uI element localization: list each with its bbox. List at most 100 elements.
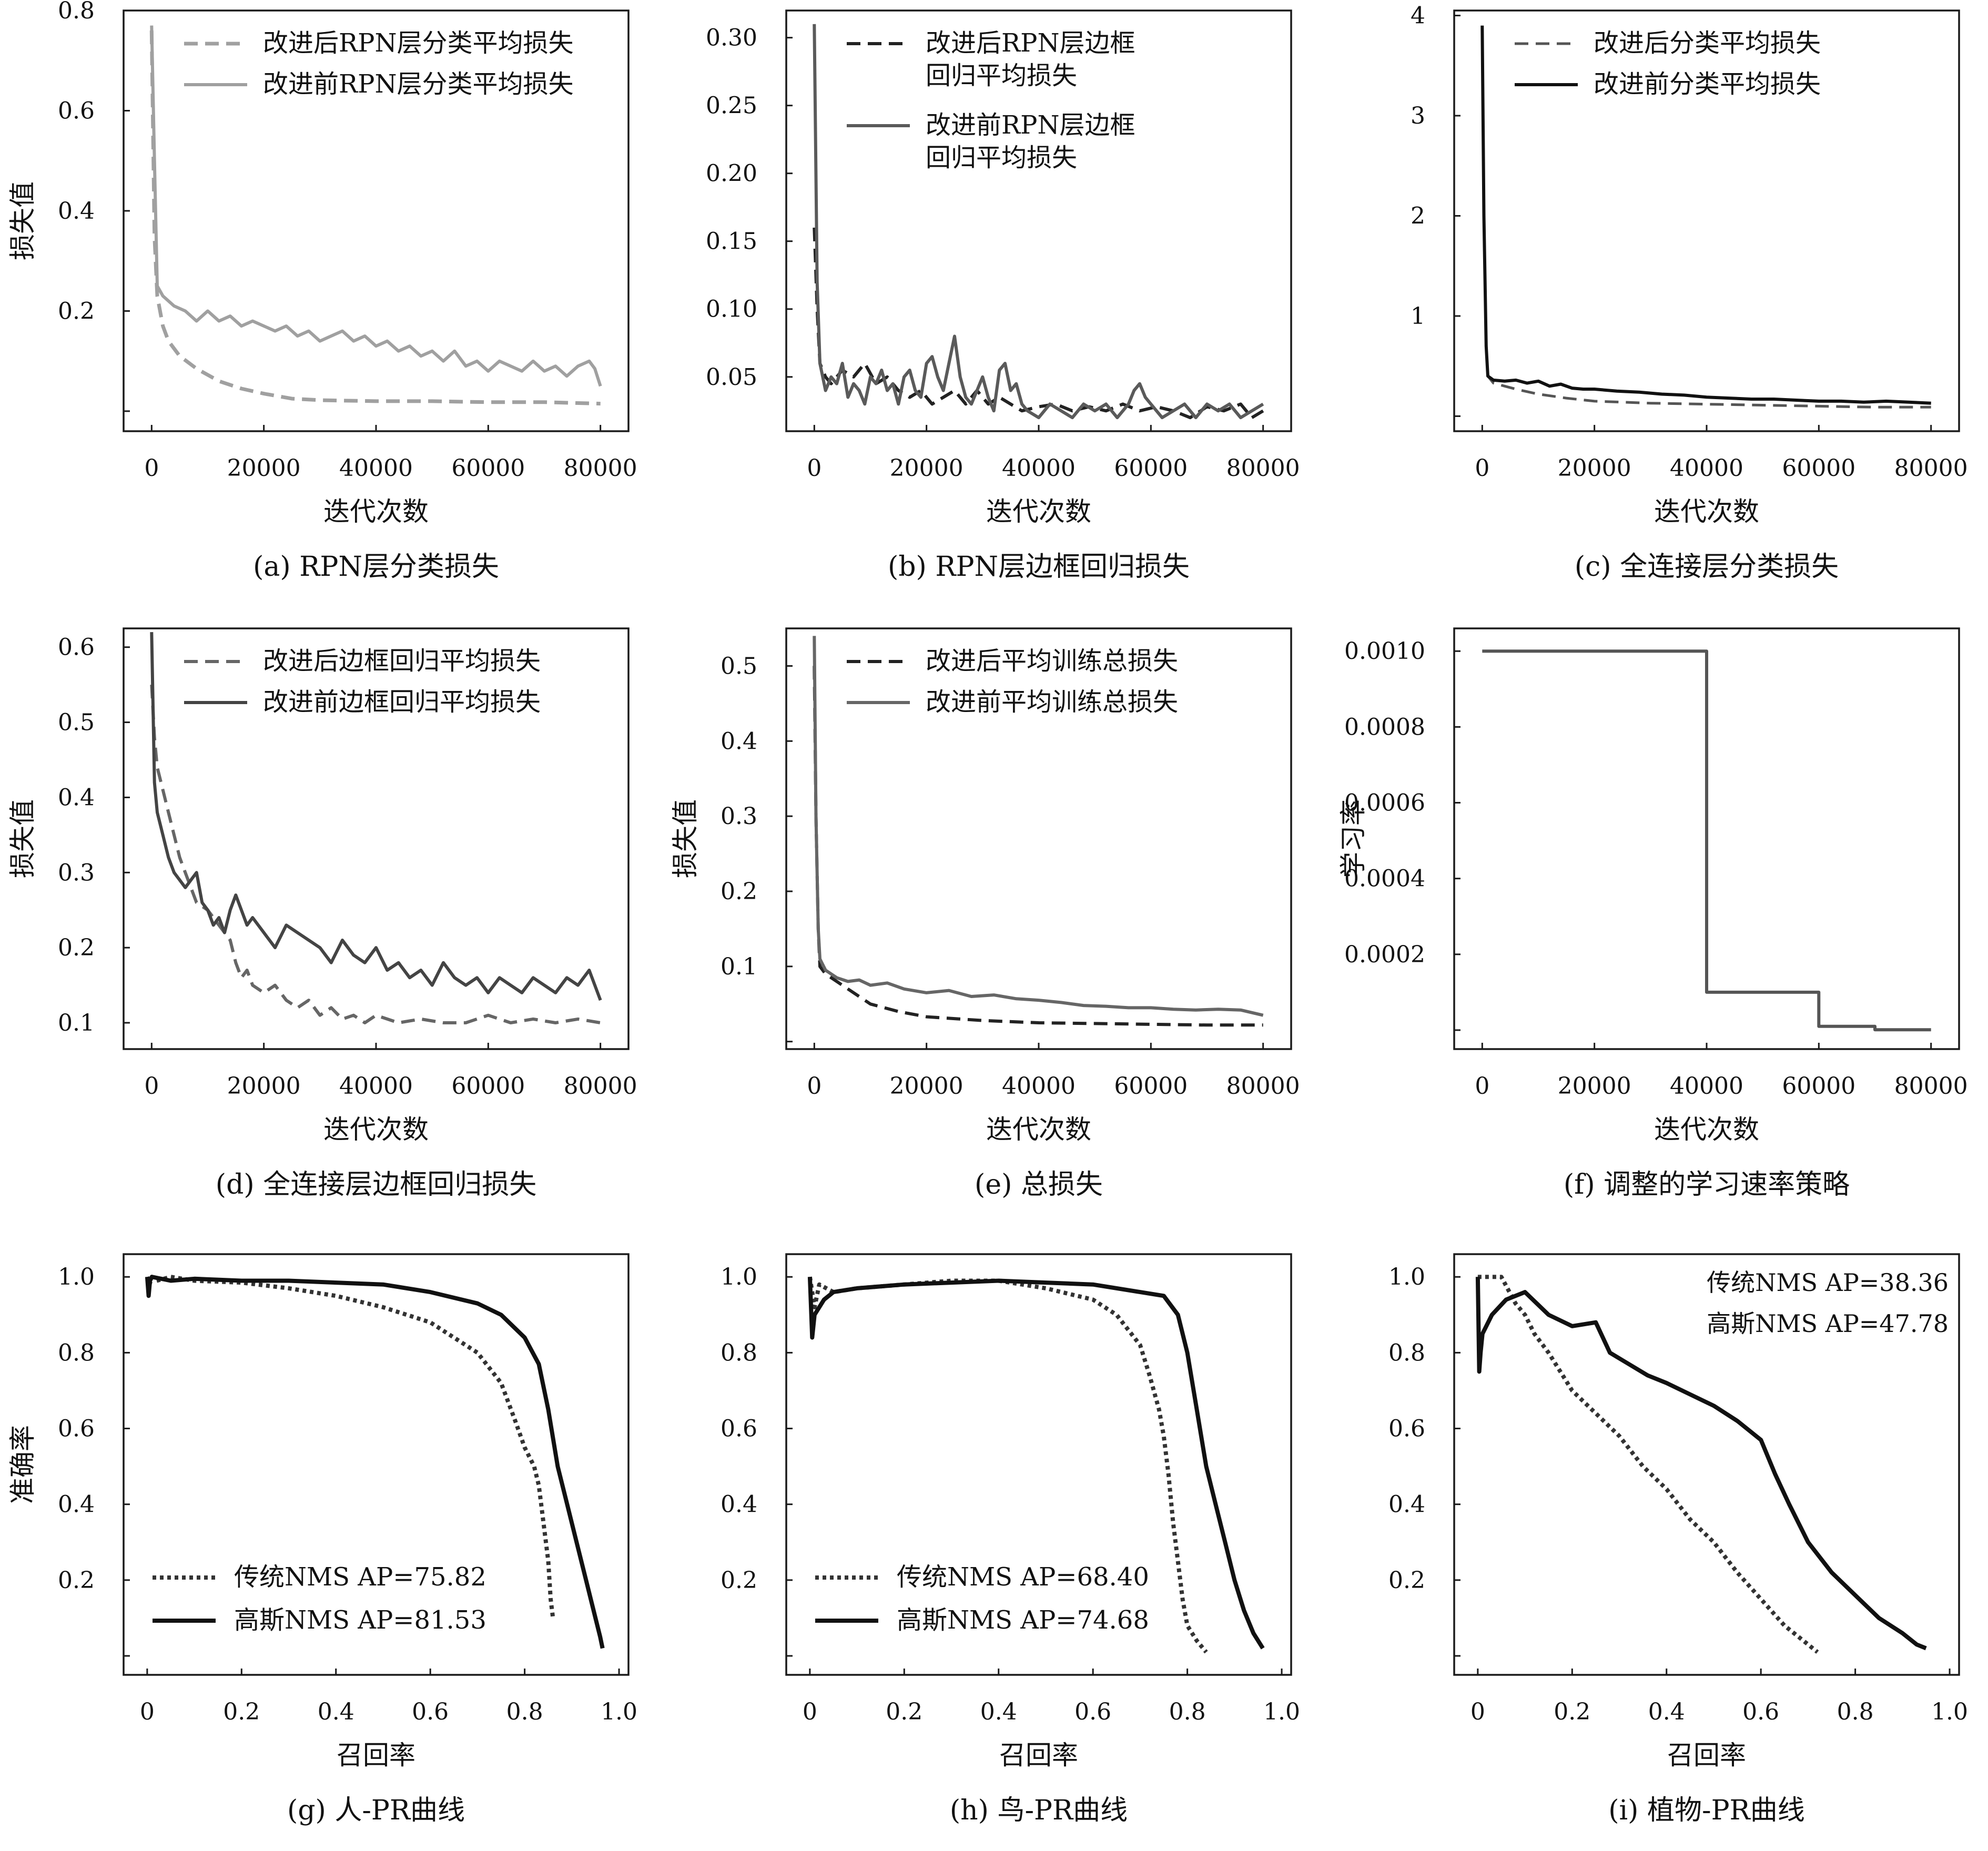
y-tick-label: 0.2 [58, 934, 95, 961]
chart-panel-f: 0 20000 40000 60000 80000 0.0002 0.0004 0.0006 0… [1338, 627, 1968, 1201]
y-tick-label: 0.4 [721, 1491, 757, 1518]
x-tick-label: 0.2 [886, 1699, 922, 1725]
series-line-i-0 [1477, 1275, 1819, 1654]
y-tick-label: 0.3 [721, 803, 757, 830]
legend-entry: 改进后RPN层边框回归平均损失 [926, 28, 1135, 90]
series-line-d-1 [150, 632, 602, 1001]
y-tick-label: 0.5 [58, 709, 95, 736]
x-tick-label: 20000 [890, 1073, 963, 1100]
chart-panel-d: 0 20000 40000 60000 80000 0.1 0.2 0.3 0.4 0.5 0.6 迭… [7, 627, 637, 1201]
x-tick-label: 60000 [451, 455, 525, 482]
series-line-f-0 [1482, 649, 1931, 1032]
y-tick-label: 0.6 [1388, 1416, 1425, 1442]
chart-panel-g: 0 0.2 0.4 0.6 0.8 1.0 0.2 0.4 0.6 0.8 1.0 召回率 准确率 (g)… [7, 1253, 637, 1826]
x-axis-label: 迭代次数 [323, 496, 429, 527]
y-tick-label: 0.2 [1388, 1567, 1425, 1594]
x-tick-label: 20000 [890, 455, 963, 482]
y-tick-label: 0.4 [58, 1491, 95, 1518]
y-axis-label: 损失值 [670, 799, 701, 878]
y-tick-label: 0.0006 [1344, 790, 1425, 817]
y-tick-label: 0.8 [1388, 1339, 1425, 1366]
y-tick-label: 0.6 [58, 1416, 95, 1442]
x-tick-label: 0 [1475, 1073, 1489, 1100]
x-axis-label: 迭代次数 [986, 496, 1091, 527]
x-tick-label: 80000 [564, 455, 637, 482]
x-tick-label: 1.0 [1931, 1699, 1968, 1725]
chart-panel-a: 0 20000 40000 60000 80000 0.2 0.4 0.6 0.8 迭代次数 损失值… [7, 0, 637, 583]
x-axis-label: 迭代次数 [1654, 496, 1759, 527]
y-tick-label: 0.2 [721, 1567, 757, 1594]
x-tick-label: 0.6 [412, 1699, 449, 1725]
y-tick-label: 2 [1411, 202, 1425, 229]
y-tick-label: 3 [1411, 103, 1425, 129]
series-line-h-1 [807, 1277, 1265, 1650]
legend-entry: 改进前RPN层边框回归平均损失 [926, 110, 1135, 172]
series-line-g-0 [145, 1275, 555, 1619]
subfigure-caption: (c) 全连接层分类损失 [1575, 551, 1839, 583]
series-line-e-1 [813, 636, 1264, 1017]
legend-entry: 传统NMS AP=75.82 [234, 1562, 486, 1592]
y-tick-label: 0.6 [58, 97, 95, 124]
chart-panel-c: 0 20000 40000 60000 80000 1 2 3 4 迭代次数 (c) 全连接层分类损… [1411, 3, 1968, 583]
y-tick-label: 0.15 [706, 228, 757, 255]
plot-frame [123, 1253, 630, 1676]
x-tick-label: 0.6 [1074, 1699, 1111, 1725]
x-axis-label: 召回率 [337, 1740, 415, 1771]
y-tick-label: 0.3 [58, 859, 95, 886]
x-tick-label: 20000 [1558, 455, 1631, 482]
y-tick-label: 0.0010 [1344, 638, 1425, 665]
y-axis-label: 损失值 [7, 181, 38, 260]
x-tick-label: 80000 [1226, 455, 1300, 482]
x-tick-label: 0 [144, 455, 159, 482]
x-tick-label: 60000 [1114, 1073, 1188, 1100]
legend-entry: 改进前分类平均损失 [1594, 69, 1821, 99]
chart-panel-i: 0 0.2 0.4 0.6 0.8 1.0 0.2 0.4 0.6 0.8 1.0 召回率 (i) 植物… [1388, 1253, 1968, 1826]
y-tick-label: 0.6 [58, 634, 95, 661]
y-tick-label: 0.1 [58, 1010, 95, 1036]
y-axis-label: 准确率 [7, 1425, 38, 1504]
y-tick-label: 0.6 [721, 1416, 757, 1442]
x-tick-label: 0.4 [318, 1699, 354, 1725]
x-tick-label: 1.0 [601, 1699, 637, 1725]
series-line-a-1 [150, 25, 602, 387]
subfigure-caption: (d) 全连接层边框回归损失 [216, 1169, 536, 1201]
series-line-c-1 [1480, 25, 1931, 405]
x-tick-label: 0.8 [1837, 1699, 1874, 1725]
x-tick-label: 40000 [339, 455, 413, 482]
x-tick-label: 0.8 [1169, 1699, 1206, 1725]
y-tick-label: 0.1 [721, 953, 757, 980]
y-tick-label: 1.0 [1388, 1264, 1425, 1290]
y-tick-label: 0.8 [58, 1339, 95, 1366]
y-tick-label: 0.2 [58, 1567, 95, 1594]
x-tick-label: 0 [807, 1073, 821, 1100]
plot-frame [1453, 1253, 1960, 1676]
y-axis-label: 损失值 [7, 799, 38, 878]
x-tick-label: 0 [1470, 1699, 1485, 1725]
chart-panel-e: 0 20000 40000 60000 80000 0.1 0.2 0.3 0.4 0.5 迭代次数… [670, 627, 1300, 1201]
x-tick-label: 0.4 [980, 1699, 1017, 1725]
legend-entry: 高斯NMS AP=81.53 [234, 1605, 486, 1635]
series-line-i-1 [1475, 1277, 1927, 1651]
chart-panel-b: 0 20000 40000 60000 80000 0.05 0.10 0.15 0.20 0.2… [706, 9, 1300, 583]
x-axis-label: 召回率 [1667, 1740, 1746, 1771]
y-tick-label: 0.10 [706, 296, 757, 323]
legend-entry: 高斯NMS AP=74.68 [897, 1605, 1149, 1635]
legend-entry: 改进前边框回归平均损失 [263, 687, 541, 717]
y-tick-label: 4 [1411, 3, 1425, 29]
ap-annotation: 传统NMS AP=38.36 [1707, 1268, 1949, 1297]
series-line-a-0 [149, 30, 601, 406]
x-tick-label: 0.4 [1648, 1699, 1685, 1725]
x-tick-label: 60000 [1114, 455, 1188, 482]
y-axis-label: 学习率 [1338, 799, 1368, 878]
x-tick-label: 1.0 [1263, 1699, 1300, 1725]
y-tick-label: 0.0004 [1344, 866, 1425, 892]
subfigure-caption: (a) RPN层分类损失 [253, 551, 499, 583]
subfigure-caption: (g) 人-PR曲线 [287, 1795, 465, 1826]
y-tick-label: 0.20 [706, 160, 757, 187]
subfigure-caption: (b) RPN层边框回归损失 [888, 551, 1190, 583]
x-tick-label: 60000 [1782, 1073, 1855, 1100]
legend-entry: 改进前RPN层分类平均损失 [263, 69, 573, 99]
x-tick-label: 0 [807, 455, 821, 482]
y-tick-label: 1.0 [58, 1264, 95, 1290]
